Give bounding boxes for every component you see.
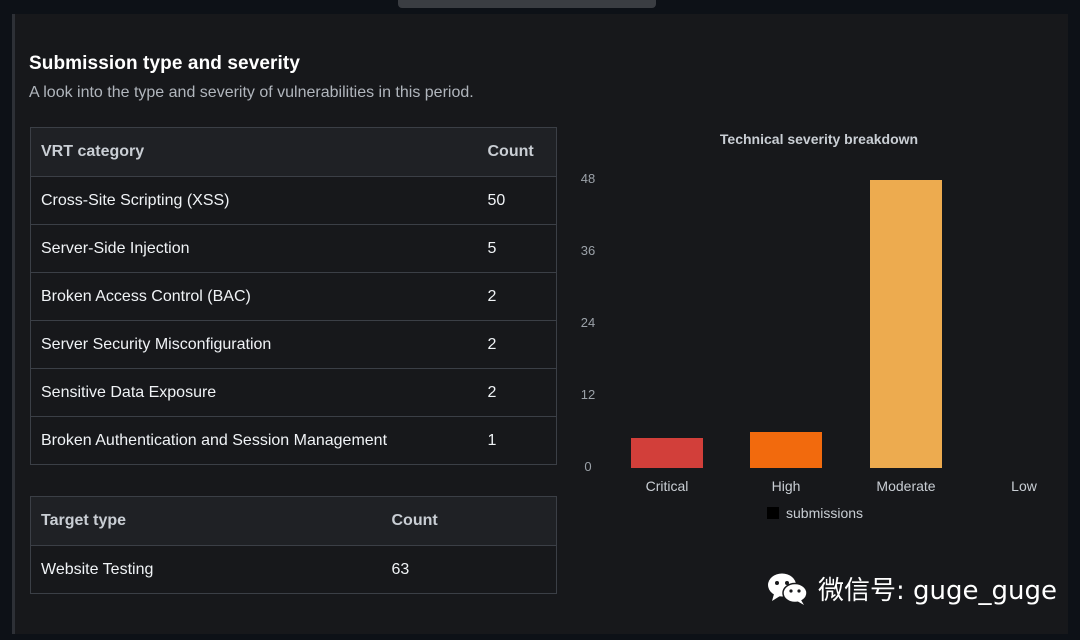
target-type-cell: Website Testing (30, 545, 382, 594)
y-tick-label: 24 (581, 315, 595, 330)
table-header-row: VRT category Count (30, 127, 557, 177)
table-header-row: Target type Count (30, 496, 557, 546)
x-tick-label: High (772, 478, 801, 494)
y-tick-label: 0 (584, 459, 591, 474)
y-tick-label: 12 (581, 387, 595, 402)
section-title: Submission type and severity (29, 53, 300, 74)
table-row: Server Security Misconfiguration 2 (30, 320, 557, 369)
count-cell: 63 (381, 545, 557, 594)
bar-moderate (870, 180, 942, 468)
table-row: Sensitive Data Exposure 2 (30, 368, 557, 417)
x-tick-label: Critical (646, 478, 689, 494)
vrt-category-table: VRT category Count Cross-Site Scripting … (30, 127, 557, 465)
bottom-edge (0, 634, 1080, 640)
y-tick-label: 36 (581, 243, 595, 258)
legend-label: submissions (786, 505, 863, 521)
watermark: 微信号: guge_guge (766, 570, 1057, 607)
vrt-category-cell: Cross-Site Scripting (XSS) (30, 176, 478, 225)
x-tick-label: Low (1011, 478, 1038, 494)
wechat-icon (768, 573, 808, 605)
vrt-category-cell: Sensitive Data Exposure (30, 368, 478, 417)
bar-critical (631, 438, 703, 468)
bar-high (750, 432, 822, 468)
table-row: Website Testing 63 (30, 545, 557, 594)
table-row: Cross-Site Scripting (XSS) 50 (30, 176, 557, 225)
severity-bar-chart: Technical severity breakdown 0 12 24 36 48 C… (581, 131, 1038, 521)
legend-swatch (767, 507, 779, 519)
watermark-text: 微信号: guge_guge (818, 576, 1057, 606)
vrt-category-cell: Server-Side Injection (30, 224, 478, 273)
table-row: Server-Side Injection 5 (30, 224, 557, 273)
count-cell: 2 (477, 368, 557, 417)
count-cell: 1 (477, 416, 557, 465)
column-header-count: Count (381, 496, 557, 546)
x-tick-label: Moderate (876, 478, 935, 494)
table-row: Broken Authentication and Session Manage… (30, 416, 557, 465)
vrt-category-cell: Broken Access Control (BAC) (30, 272, 478, 321)
top-tab-handle (398, 0, 656, 8)
column-header-target-type: Target type (30, 496, 382, 546)
count-cell: 50 (477, 176, 557, 225)
y-tick-label: 48 (581, 171, 595, 186)
count-cell: 2 (477, 320, 557, 369)
count-cell: 2 (477, 272, 557, 321)
vrt-category-cell: Broken Authentication and Session Manage… (30, 416, 478, 465)
target-type-table: Target type Count Website Testing 63 (30, 496, 557, 594)
column-header-count: Count (477, 127, 557, 177)
chart-title: Technical severity breakdown (720, 131, 918, 147)
section-subtitle: A look into the type and severity of vul… (29, 84, 474, 101)
column-header-vrt-category: VRT category (30, 127, 478, 177)
table-row: Broken Access Control (BAC) 2 (30, 272, 557, 321)
count-cell: 5 (477, 224, 557, 273)
vrt-category-cell: Server Security Misconfiguration (30, 320, 478, 369)
